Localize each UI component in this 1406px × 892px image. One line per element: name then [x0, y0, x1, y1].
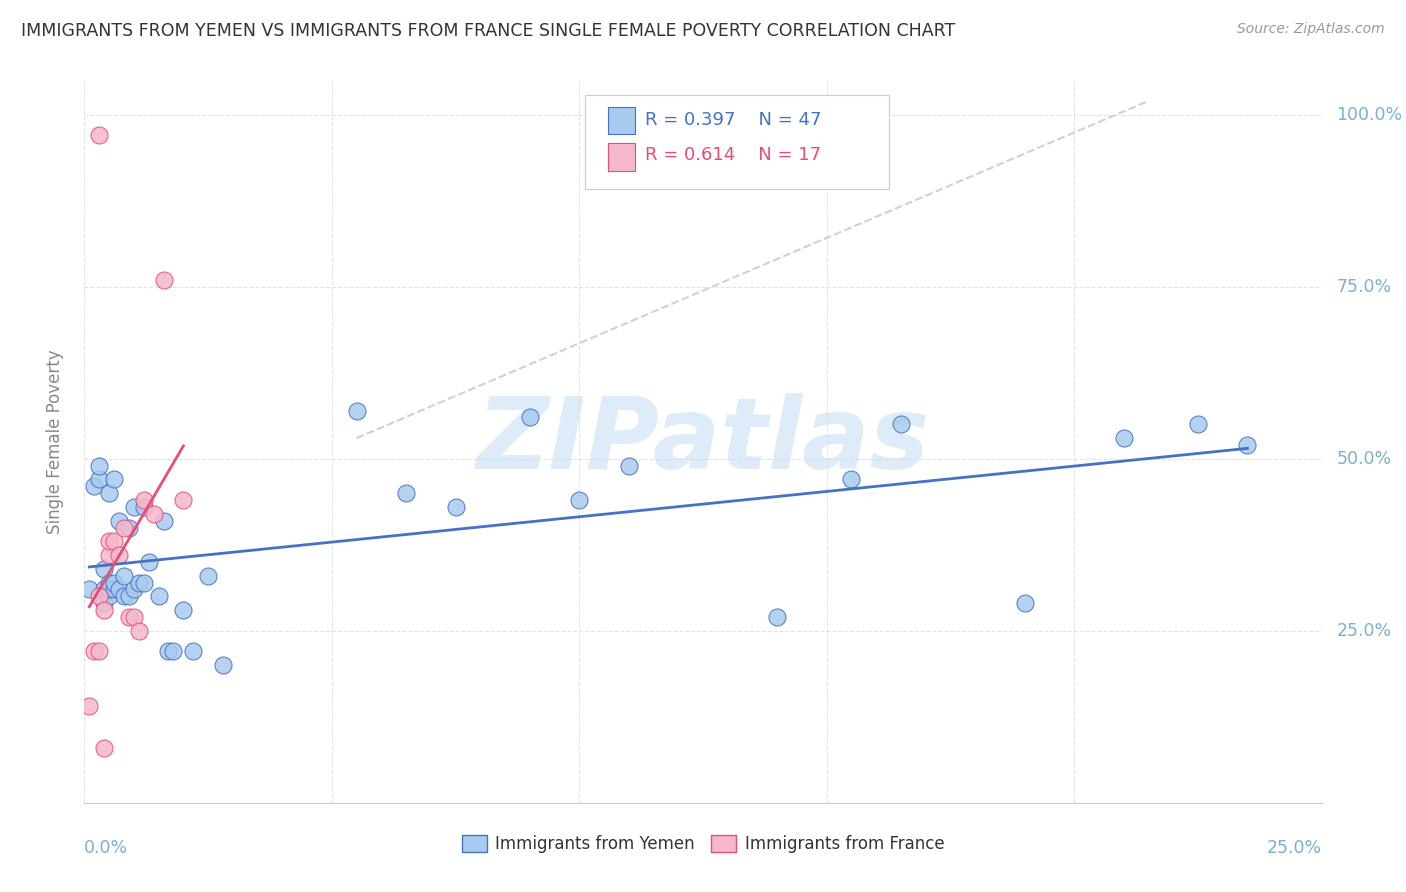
Point [395, 486, 418, 500]
Point [1112, 431, 1135, 445]
Point [93, 740, 115, 755]
Point [93, 603, 115, 617]
Point [148, 590, 170, 604]
Point [346, 403, 368, 417]
Point [103, 582, 125, 597]
Point [79, 699, 101, 714]
Point [132, 500, 155, 514]
Text: Source: ZipAtlas.com: Source: ZipAtlas.com [1237, 22, 1385, 37]
Point [98, 548, 121, 562]
Y-axis label: Single Female Poverty: Single Female Poverty [45, 350, 63, 533]
Point [98, 534, 121, 549]
Point [197, 568, 219, 582]
Point [1014, 596, 1036, 610]
FancyBboxPatch shape [607, 143, 636, 170]
Point [112, 568, 135, 582]
Point [181, 644, 204, 658]
Text: R = 0.614    N = 17: R = 0.614 N = 17 [645, 145, 821, 164]
Text: 50.0%: 50.0% [1337, 450, 1392, 467]
Point [212, 658, 235, 673]
Text: 100.0%: 100.0% [1337, 105, 1403, 124]
Point [841, 472, 863, 486]
Point [568, 493, 591, 508]
Point [89, 644, 111, 658]
Point [98, 582, 121, 597]
Point [83, 644, 105, 658]
Point [122, 610, 145, 624]
Point [890, 417, 912, 432]
Legend: Immigrants from Yemen, Immigrants from France: Immigrants from Yemen, Immigrants from F… [456, 828, 950, 860]
Point [108, 582, 131, 597]
Text: 25.0%: 25.0% [1337, 622, 1392, 640]
Point [128, 624, 150, 638]
Point [766, 610, 789, 624]
Point [118, 610, 141, 624]
Point [112, 520, 135, 534]
Point [98, 486, 121, 500]
Point [444, 500, 467, 514]
Point [157, 644, 180, 658]
Point [108, 548, 131, 562]
FancyBboxPatch shape [585, 95, 889, 189]
Point [103, 534, 125, 549]
Point [103, 472, 125, 486]
FancyBboxPatch shape [607, 107, 636, 135]
Point [519, 410, 541, 425]
Text: 75.0%: 75.0% [1337, 277, 1392, 296]
Point [108, 514, 131, 528]
Point [142, 507, 165, 521]
Text: ZIPatlas: ZIPatlas [477, 393, 929, 490]
Point [79, 582, 101, 597]
Point [89, 590, 111, 604]
Point [162, 644, 184, 658]
Point [93, 562, 115, 576]
Point [98, 590, 121, 604]
Point [172, 493, 194, 508]
Point [112, 590, 135, 604]
Point [118, 590, 141, 604]
Point [1187, 417, 1209, 432]
Point [138, 555, 160, 569]
Point [122, 582, 145, 597]
Text: 0.0%: 0.0% [84, 838, 128, 857]
Text: 25.0%: 25.0% [1267, 838, 1322, 857]
Text: IMMIGRANTS FROM YEMEN VS IMMIGRANTS FROM FRANCE SINGLE FEMALE POVERTY CORRELATIO: IMMIGRANTS FROM YEMEN VS IMMIGRANTS FROM… [21, 22, 955, 40]
Point [617, 458, 640, 473]
Point [152, 273, 174, 287]
Point [122, 500, 145, 514]
Point [83, 479, 105, 493]
Point [132, 493, 155, 508]
Point [98, 575, 121, 590]
Point [128, 575, 150, 590]
Point [152, 514, 174, 528]
Point [93, 582, 115, 597]
Point [103, 575, 125, 590]
Point [93, 596, 115, 610]
Text: R = 0.397    N = 47: R = 0.397 N = 47 [645, 111, 821, 129]
Point [89, 472, 111, 486]
Point [89, 458, 111, 473]
Point [132, 575, 155, 590]
Point [172, 603, 194, 617]
Point [89, 128, 111, 143]
Point [1236, 438, 1258, 452]
Point [118, 520, 141, 534]
